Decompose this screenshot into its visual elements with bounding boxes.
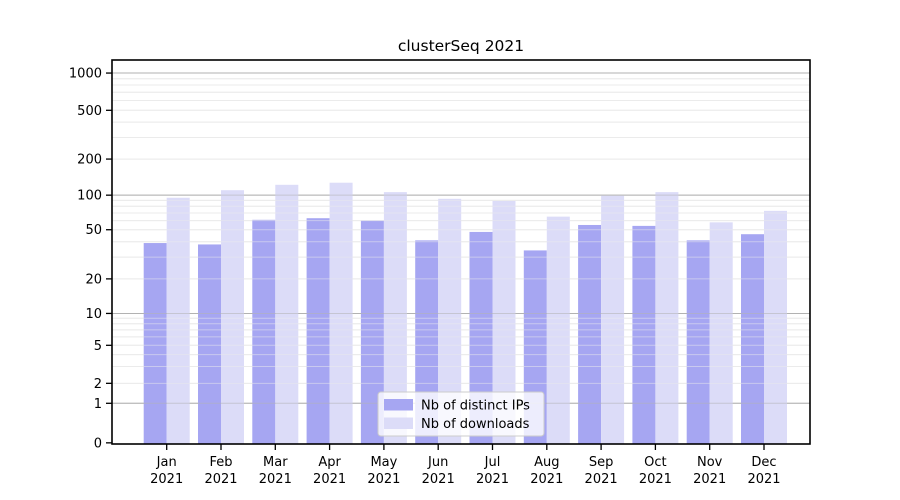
x-tick-label: Nov 2021 [693,455,726,487]
gridlines-overlay [112,72,810,404]
x-tick-label: Sep 2021 [585,455,618,487]
bar-distinct-ips [252,219,276,444]
x-tick-label: Aug 2021 [530,455,563,487]
bar-downloads [221,190,244,444]
bar-distinct-ips [306,218,330,444]
legend-swatch-downloads [384,417,413,429]
y-tick-label: 20 [85,272,102,287]
x-tick-label: Mar 2021 [259,455,292,487]
x-tick-label: Feb 2021 [204,455,237,487]
y-tick-label: 500 [77,104,102,119]
y-tick-label: 10 [85,307,102,322]
bar-distinct-ips [632,225,656,444]
y-tick-label: 0 [94,436,102,451]
bar-distinct-ips [143,243,167,444]
x-axis: Jan 2021 Feb 2021 Mar 2021 Apr 2021 May 2021 Jun 20… [150,444,781,487]
y-axis: 0 1 2 5 10 20 50 100 200 500 1000 [69,67,112,451]
bar-downloads [601,195,625,444]
y-tick-label: 200 [77,153,102,168]
bar-distinct-ips [360,220,384,444]
bar-downloads [166,197,190,444]
plot-border [111,59,811,445]
chart-title: clusterSeq 2021 [398,37,524,55]
y-tick-label: 100 [77,189,102,204]
x-tick-label: Dec 2021 [747,455,780,487]
y-tick-label: 50 [85,223,102,238]
bar-distinct-ips [741,234,764,444]
bar-distinct-ips [198,244,221,444]
bar-downloads [438,198,462,444]
x-tick-label: Jul 2021 [476,455,509,487]
bar-downloads [275,184,299,444]
bar-downloads [764,210,787,444]
legend: Nb of distinct IPs Nb of downloads [377,391,545,437]
x-tick-label: Oct 2021 [639,455,672,487]
y-tick-label: 1 [94,397,102,412]
x-tick-label: Jun 2021 [422,455,455,487]
x-tick-label: May 2021 [367,455,400,487]
x-tick-label: Jan 2021 [150,455,183,487]
y-tick-label: 5 [94,339,102,354]
legend-box [377,391,545,437]
x-tick-label: Apr 2021 [313,455,346,487]
y-tick-label: 1000 [69,67,102,82]
bar-distinct-ips [469,231,493,444]
legend-label-distinct-ips: Nb of distinct IPs [421,399,530,414]
legend-swatch-distinct-ips [384,399,413,411]
bars [143,182,787,444]
bar-downloads [709,222,733,444]
legend-label-downloads: Nb of downloads [421,417,530,432]
y-tick-label: 2 [94,377,102,392]
bar-distinct-ips [578,224,602,444]
bar-distinct-ips [686,240,710,444]
